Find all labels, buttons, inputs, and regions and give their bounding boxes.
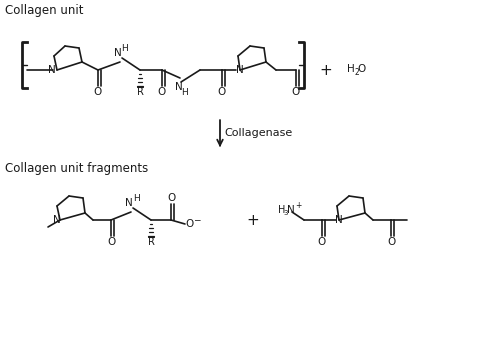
- Text: N: N: [287, 205, 295, 215]
- Text: +: +: [246, 212, 259, 228]
- Text: H: H: [122, 44, 128, 53]
- Text: N: N: [125, 198, 133, 208]
- Text: O: O: [218, 87, 226, 97]
- Text: H: H: [278, 205, 285, 215]
- Text: N: N: [236, 65, 244, 75]
- Text: −: −: [193, 216, 201, 225]
- Text: R: R: [137, 87, 143, 97]
- Text: O: O: [107, 237, 115, 247]
- Text: N: N: [48, 65, 56, 75]
- Text: H: H: [181, 87, 188, 96]
- Text: N: N: [175, 82, 183, 92]
- Text: Collagenase: Collagenase: [224, 128, 292, 138]
- Text: N: N: [114, 48, 122, 58]
- Text: H: H: [133, 194, 140, 202]
- Text: +: +: [295, 201, 301, 210]
- Text: O: O: [387, 237, 395, 247]
- Text: 3: 3: [283, 210, 287, 216]
- Text: Collagen unit: Collagen unit: [5, 4, 83, 17]
- Text: N: N: [53, 215, 61, 225]
- Text: O: O: [358, 64, 366, 74]
- Text: 2: 2: [354, 68, 359, 77]
- Text: R: R: [147, 237, 154, 247]
- Text: O: O: [186, 219, 194, 229]
- Text: N: N: [335, 215, 343, 225]
- Text: Collagen unit fragments: Collagen unit fragments: [5, 162, 148, 175]
- Text: H: H: [347, 64, 355, 74]
- Text: O: O: [292, 87, 300, 97]
- Text: O: O: [167, 193, 175, 203]
- Text: O: O: [158, 87, 166, 97]
- Text: O: O: [318, 237, 326, 247]
- Text: +: +: [319, 63, 332, 77]
- Text: O: O: [94, 87, 102, 97]
